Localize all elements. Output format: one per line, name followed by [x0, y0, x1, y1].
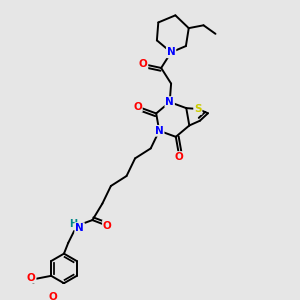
Text: S: S [194, 104, 202, 114]
Text: O: O [48, 292, 57, 300]
Text: H: H [69, 219, 77, 230]
Text: N: N [165, 97, 174, 107]
Text: O: O [175, 152, 184, 162]
Text: O: O [27, 273, 36, 283]
Text: O: O [133, 102, 142, 112]
Text: O: O [103, 221, 112, 231]
Text: N: N [167, 47, 176, 57]
Text: N: N [75, 223, 84, 233]
Text: N: N [155, 126, 164, 136]
Text: O: O [139, 59, 148, 69]
